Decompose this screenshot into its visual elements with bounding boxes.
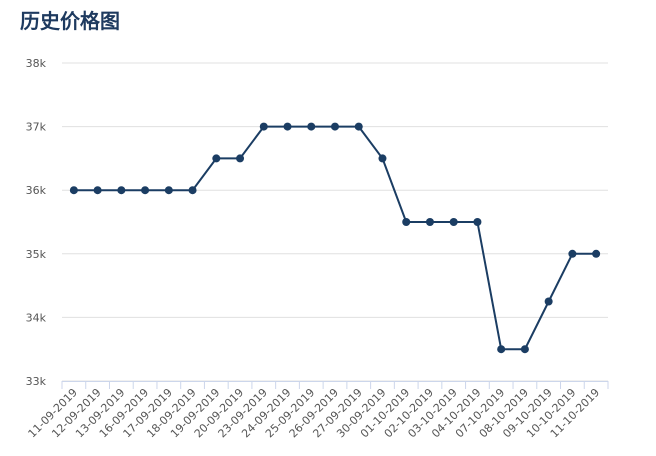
point bbox=[283, 122, 292, 131]
point bbox=[236, 154, 245, 163]
point bbox=[69, 186, 78, 195]
point bbox=[331, 122, 339, 131]
point bbox=[164, 186, 173, 195]
point bbox=[117, 186, 126, 195]
point bbox=[568, 249, 577, 258]
point bbox=[402, 218, 411, 226]
point bbox=[141, 186, 150, 195]
y-tick-label: 38k bbox=[26, 57, 47, 70]
point bbox=[354, 122, 363, 131]
chart-title: 历史价格图 bbox=[20, 9, 120, 33]
point bbox=[212, 154, 221, 163]
point bbox=[188, 186, 197, 195]
point bbox=[592, 249, 601, 258]
point bbox=[473, 218, 482, 226]
y-tick-label: 34k bbox=[26, 311, 47, 324]
point bbox=[497, 345, 506, 354]
y-tick-label: 35k bbox=[26, 248, 47, 261]
point bbox=[259, 122, 268, 131]
price-line bbox=[73, 125, 597, 351]
y-tick-label: 36k bbox=[26, 184, 47, 197]
point bbox=[307, 122, 316, 131]
point bbox=[93, 186, 102, 195]
point bbox=[520, 345, 529, 354]
point bbox=[425, 218, 434, 226]
point bbox=[449, 218, 458, 226]
point bbox=[544, 297, 553, 306]
point bbox=[378, 154, 387, 163]
y-tick-label: 37k bbox=[26, 121, 47, 134]
y-tick-label: 33k bbox=[26, 375, 47, 388]
